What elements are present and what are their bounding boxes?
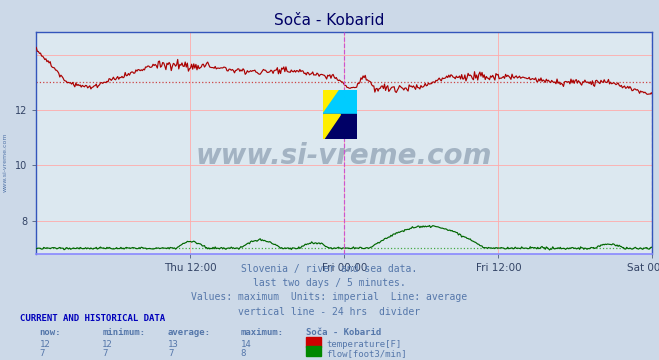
Text: last two days / 5 minutes.: last two days / 5 minutes. <box>253 278 406 288</box>
Text: www.si-vreme.com: www.si-vreme.com <box>196 143 492 170</box>
Text: Values: maximum  Units: imperial  Line: average: Values: maximum Units: imperial Line: av… <box>191 292 468 302</box>
Text: Soča - Kobarid: Soča - Kobarid <box>306 328 382 337</box>
Text: Slovenia / river and sea data.: Slovenia / river and sea data. <box>241 264 418 274</box>
Text: 12: 12 <box>40 340 50 349</box>
Text: 7: 7 <box>168 349 173 358</box>
Text: 14: 14 <box>241 340 251 349</box>
Text: average:: average: <box>168 328 211 337</box>
Text: minimum:: minimum: <box>102 328 145 337</box>
Text: 13: 13 <box>168 340 179 349</box>
Text: CURRENT AND HISTORICAL DATA: CURRENT AND HISTORICAL DATA <box>20 314 165 323</box>
Text: vertical line - 24 hrs  divider: vertical line - 24 hrs divider <box>239 307 420 317</box>
Text: 7: 7 <box>102 349 107 358</box>
Text: flow[foot3/min]: flow[foot3/min] <box>326 349 407 358</box>
Text: www.si-vreme.com: www.si-vreme.com <box>3 132 8 192</box>
Text: temperature[F]: temperature[F] <box>326 340 401 349</box>
Text: now:: now: <box>40 328 61 337</box>
Text: 7: 7 <box>40 349 45 358</box>
Text: Soča - Kobarid: Soča - Kobarid <box>274 13 385 28</box>
Text: 12: 12 <box>102 340 113 349</box>
Text: maximum:: maximum: <box>241 328 283 337</box>
Text: 8: 8 <box>241 349 246 358</box>
